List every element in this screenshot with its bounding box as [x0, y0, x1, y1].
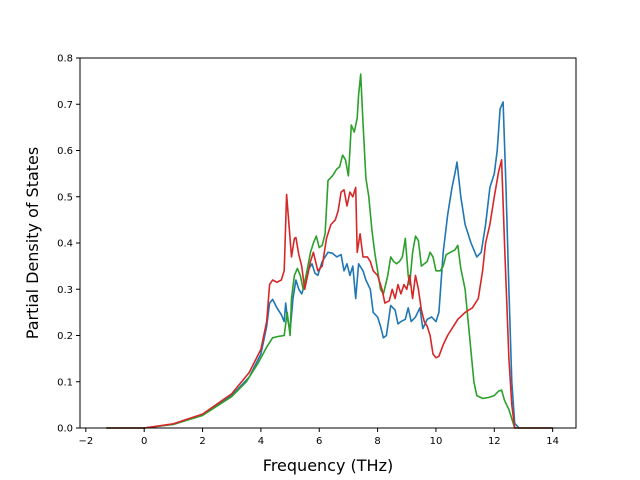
- y-tick-label: 0.7: [57, 100, 73, 111]
- x-axis-label: Frequency (THz): [263, 456, 393, 475]
- y-tick-label: 0.8: [57, 54, 73, 65]
- y-tick-label: 0.2: [57, 331, 73, 342]
- y-axis-label: Partial Density of States: [23, 147, 42, 339]
- series-layer: [106, 73, 553, 429]
- y-tick-label: 0.4: [57, 239, 73, 250]
- x-tick-label: 0: [141, 436, 147, 447]
- series-line-1: [106, 101, 553, 429]
- x-tick-label: 2: [199, 436, 205, 447]
- x-tick-label: 10: [430, 436, 443, 447]
- y-axis: 0.0 0.1 0.2 0.3 0.4 0.5 0.6 0.7 0.8: [57, 54, 80, 435]
- series-line-2: [106, 73, 553, 429]
- x-tick-label: 8: [374, 436, 380, 447]
- y-tick-label: 0.3: [57, 285, 73, 296]
- x-tick-label: 12: [488, 436, 501, 447]
- x-axis: −2 0 2 4 6 8 10 12 14: [78, 428, 559, 447]
- y-tick-label: 0.0: [57, 424, 73, 435]
- x-tick-label: 4: [258, 436, 264, 447]
- x-tick-label: −2: [78, 436, 93, 447]
- y-tick-label: 0.5: [57, 192, 73, 203]
- x-tick-label: 14: [546, 436, 559, 447]
- y-tick-label: 0.6: [57, 146, 73, 157]
- y-tick-label: 0.1: [57, 377, 73, 388]
- series-line-3: [106, 159, 553, 429]
- x-tick-label: 6: [316, 436, 322, 447]
